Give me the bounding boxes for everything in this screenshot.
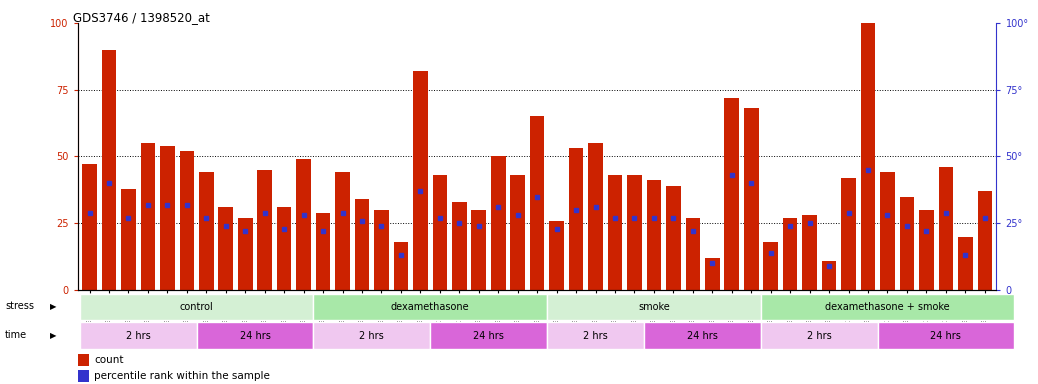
Bar [296,159,311,290]
Bar [880,172,895,290]
Bar [783,218,797,290]
Bar [199,172,214,290]
Bar [744,108,759,290]
Bar [549,220,564,290]
Bar [102,50,116,290]
Bar [160,146,174,290]
Bar [491,157,506,290]
Bar [841,178,856,290]
Text: percentile rank within the sample: percentile rank within the sample [94,371,270,381]
Bar [589,143,603,290]
Text: control: control [180,302,214,312]
Bar [121,189,136,290]
Bar [705,258,719,290]
Bar [511,175,525,290]
Bar [666,186,681,290]
Text: 2 hrs: 2 hrs [807,331,831,341]
Bar [430,322,547,349]
Bar [607,175,623,290]
Bar [335,172,350,290]
Bar [647,180,661,290]
Text: time: time [5,330,27,340]
Bar [180,151,194,290]
Bar [78,370,89,382]
Bar [316,212,330,290]
Bar [761,293,1014,320]
Text: 24 hrs: 24 hrs [930,331,961,341]
Bar [452,202,467,290]
Bar [277,207,292,290]
Bar [938,167,953,290]
Bar [78,354,89,366]
Text: 2 hrs: 2 hrs [359,331,384,341]
Bar [313,293,547,320]
Bar [82,164,97,290]
Bar [393,242,408,290]
Bar [257,170,272,290]
Text: 24 hrs: 24 hrs [473,331,503,341]
Text: ▶: ▶ [50,331,56,340]
Bar [140,143,156,290]
Bar [547,293,761,320]
Bar [978,191,992,290]
Bar [900,197,914,290]
Bar [238,218,252,290]
Bar [80,293,313,320]
Bar [413,71,428,290]
Text: 2 hrs: 2 hrs [583,331,608,341]
Text: count: count [94,355,124,365]
Bar [958,237,973,290]
Text: 2 hrs: 2 hrs [126,331,151,341]
Bar [725,98,739,290]
Text: dexamethasone: dexamethasone [391,302,469,312]
Bar [196,322,313,349]
Bar [433,175,447,290]
Bar [80,322,196,349]
Text: stress: stress [5,301,34,311]
Text: GDS3746 / 1398520_at: GDS3746 / 1398520_at [73,12,210,25]
Text: dexamethasone + smoke: dexamethasone + smoke [825,302,950,312]
Bar [569,149,583,290]
Bar [861,23,875,290]
Bar [547,322,645,349]
Bar [685,218,701,290]
Bar [645,322,761,349]
Text: 24 hrs: 24 hrs [687,331,718,341]
Bar [919,210,934,290]
Bar [763,242,778,290]
Bar [529,116,545,290]
Bar [355,199,370,290]
Bar [802,215,817,290]
Text: 24 hrs: 24 hrs [240,331,270,341]
Bar [822,261,837,290]
Bar [878,322,1014,349]
Bar [374,210,389,290]
Text: smoke: smoke [638,302,670,312]
Bar [761,322,878,349]
Bar [313,322,430,349]
Bar [218,207,234,290]
Text: ▶: ▶ [50,302,56,311]
Bar [627,175,641,290]
Bar [471,210,486,290]
